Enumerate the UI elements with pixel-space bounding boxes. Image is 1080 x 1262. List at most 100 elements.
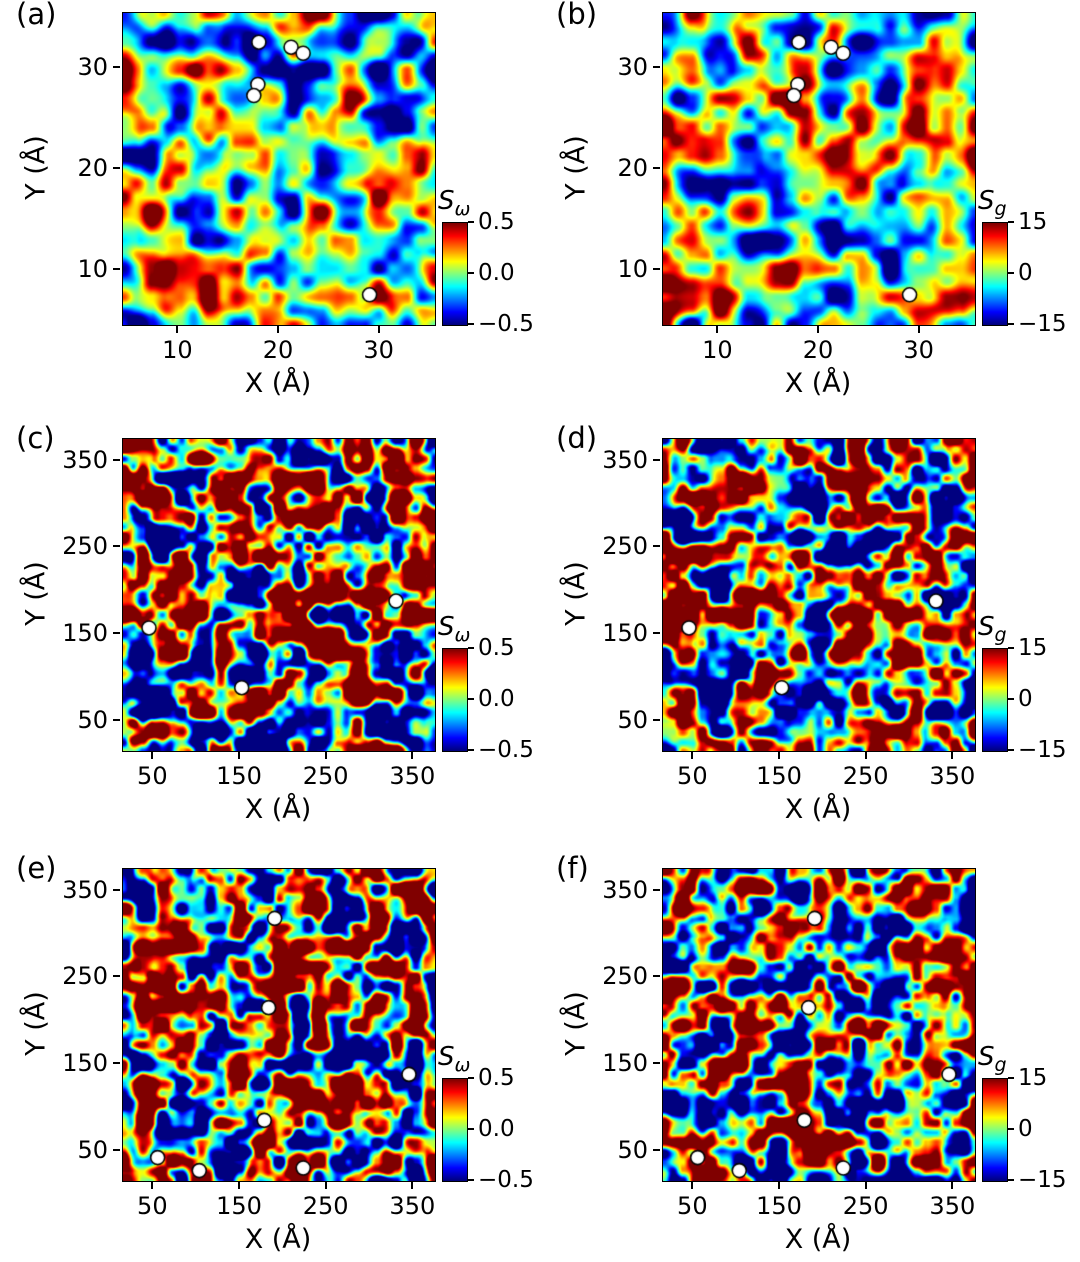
y-tick-mark	[653, 632, 660, 634]
y-tick-label: 350	[62, 875, 108, 904]
x-tick-label: 250	[302, 1192, 349, 1220]
colorbar-label-sub: ω	[454, 198, 471, 221]
colorbar-tick-mark	[1008, 1077, 1014, 1079]
x-tick-mark	[917, 326, 920, 333]
x-tick-mark	[691, 752, 694, 759]
y-tick-label: 50	[617, 705, 648, 734]
y-tick-label: 150	[602, 619, 648, 647]
colorbar-canvas-d	[983, 649, 1007, 751]
panel-label-a: (a)	[16, 0, 57, 31]
colorbar-tick-mark	[468, 647, 474, 649]
colorbar-label-sub: g	[994, 198, 1007, 221]
y-tick-label: 20	[617, 154, 648, 182]
x-tick-mark	[238, 752, 240, 759]
x-tick-mark	[411, 1182, 414, 1189]
y-tick-mark	[113, 66, 120, 69]
heatmap-canvas-e	[123, 869, 435, 1181]
colorbar-tick-mark	[1008, 1179, 1014, 1181]
colorbar-tick-label: 0.0	[478, 260, 515, 286]
y-tick-label: 10	[617, 254, 648, 283]
x-tick-label: 20	[802, 336, 834, 364]
colorbar-tick-label: 0.0	[478, 686, 515, 712]
colorbar-tick-mark	[468, 1128, 474, 1130]
colorbar-label-sub: ω	[454, 1054, 471, 1077]
colorbar-tick-mark	[1008, 221, 1014, 223]
y-tick-label: 150	[602, 1049, 648, 1077]
x-tick-mark	[238, 1182, 240, 1189]
colorbar-label-c: Sω	[438, 612, 470, 646]
y-tick-label: 30	[617, 53, 648, 82]
x-tick-mark	[716, 326, 719, 333]
colorbar-canvas-f	[983, 1079, 1007, 1181]
x-tick-label: 50	[677, 1192, 708, 1220]
y-axis-label-a: Y (Å)	[20, 135, 52, 200]
x-tick-label: 10	[162, 336, 193, 364]
colorbar-label-sub: g	[994, 624, 1007, 647]
x-tick-label: 150	[216, 1192, 262, 1220]
panel-d: (d) 50 150 250 350 50 150 250 350 X (Å) Y (Å) Sg 15 0…	[540, 402, 1080, 832]
y-tick-mark	[653, 66, 660, 69]
x-tick-label: 20	[262, 336, 294, 364]
colorbar-label-base: S	[438, 186, 455, 216]
colorbar-tick-mark	[1008, 323, 1014, 325]
y-tick-mark	[653, 718, 660, 721]
heatmap-canvas-a	[123, 13, 435, 325]
heatmap-plot-c	[122, 438, 436, 752]
colorbar-tick-mark	[1008, 647, 1014, 649]
x-tick-mark	[151, 752, 154, 759]
colorbar-canvas-a	[443, 223, 467, 325]
y-axis-label-e: Y (Å)	[20, 991, 52, 1056]
x-tick-mark	[377, 326, 380, 333]
colorbar-canvas-c	[443, 649, 467, 751]
y-tick-label: 250	[602, 532, 648, 561]
x-tick-label: 150	[756, 1192, 802, 1220]
x-axis-label-c: X (Å)	[244, 794, 312, 825]
x-tick-mark	[324, 752, 327, 759]
colorbar-e	[442, 1078, 468, 1182]
colorbar-label-e: Sω	[438, 1042, 470, 1076]
x-axis-label-f: X (Å)	[784, 1224, 852, 1255]
y-tick-mark	[653, 1062, 660, 1064]
x-tick-mark	[151, 1182, 154, 1189]
colorbar-tick-mark	[468, 1179, 474, 1181]
y-tick-mark	[113, 458, 120, 461]
colorbar-label-base: S	[438, 612, 455, 642]
y-tick-mark	[653, 545, 660, 548]
x-axis-label-a: X (Å)	[244, 368, 312, 399]
x-tick-label: 50	[137, 1192, 168, 1220]
colorbar-tick-mark	[1008, 272, 1014, 274]
y-axis-label-b: Y (Å)	[560, 135, 592, 200]
x-tick-label: 350	[929, 762, 976, 790]
y-tick-label: 250	[602, 962, 648, 991]
colorbar-label-a: Sω	[438, 186, 470, 220]
x-tick-label: 350	[929, 1192, 976, 1220]
colorbar-tick-mark	[468, 221, 474, 223]
x-tick-label: 50	[137, 762, 168, 790]
colorbar-label-d: Sg	[978, 612, 1007, 646]
x-tick-label: 30	[363, 336, 394, 364]
colorbar-tick-label: 0.0	[478, 1116, 515, 1142]
y-tick-label: 150	[62, 1049, 108, 1077]
y-axis-label-c: Y (Å)	[20, 561, 52, 626]
colorbar-label-sub: ω	[454, 624, 471, 647]
colorbar-tick-mark	[468, 698, 474, 700]
heatmap-plot-b	[662, 12, 976, 326]
y-tick-mark	[113, 718, 120, 721]
colorbar-c	[442, 648, 468, 752]
y-tick-mark	[113, 975, 120, 978]
colorbar-tick-mark	[468, 272, 474, 274]
colorbar-tick-label: −15	[1018, 737, 1067, 763]
x-tick-mark	[951, 752, 954, 759]
y-tick-mark	[113, 632, 120, 634]
panel-label-e: (e)	[16, 851, 57, 885]
colorbar-d	[982, 648, 1008, 752]
colorbar-tick-label: 0.5	[478, 1065, 515, 1091]
y-tick-mark	[653, 1148, 660, 1151]
x-axis-label-d: X (Å)	[784, 794, 852, 825]
colorbar-tick-label: 15	[1018, 635, 1048, 661]
y-tick-label: 150	[62, 619, 108, 647]
heatmap-plot-a	[122, 12, 436, 326]
x-tick-label: 30	[903, 336, 934, 364]
x-tick-label: 250	[842, 762, 889, 790]
